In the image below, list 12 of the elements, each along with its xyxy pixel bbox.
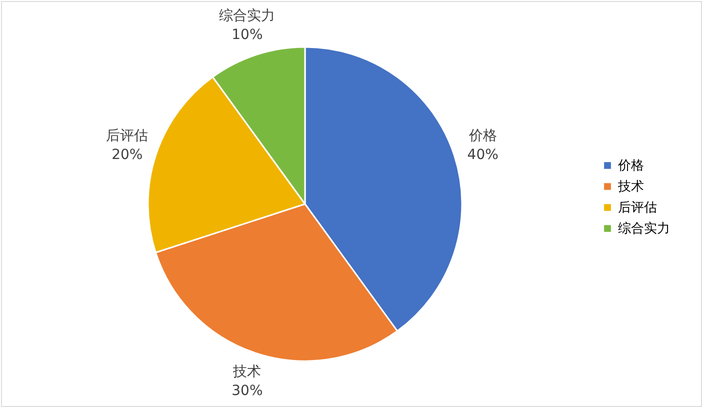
data-label: 10%	[232, 27, 263, 44]
data-label: 40%	[467, 147, 498, 164]
legend-label: 综合实力	[618, 222, 670, 236]
legend-label: 技术	[617, 180, 644, 194]
data-label: 20%	[112, 147, 143, 164]
slice-label: 技术	[232, 364, 262, 380]
slice-label: 综合实力	[219, 8, 276, 24]
data-label: 30%	[232, 382, 263, 399]
legend-label: 价格	[617, 158, 644, 174]
slice-label: 价格	[468, 128, 497, 144]
legend-label: 后评估	[618, 200, 657, 216]
slice-label: 后评估	[106, 128, 148, 144]
